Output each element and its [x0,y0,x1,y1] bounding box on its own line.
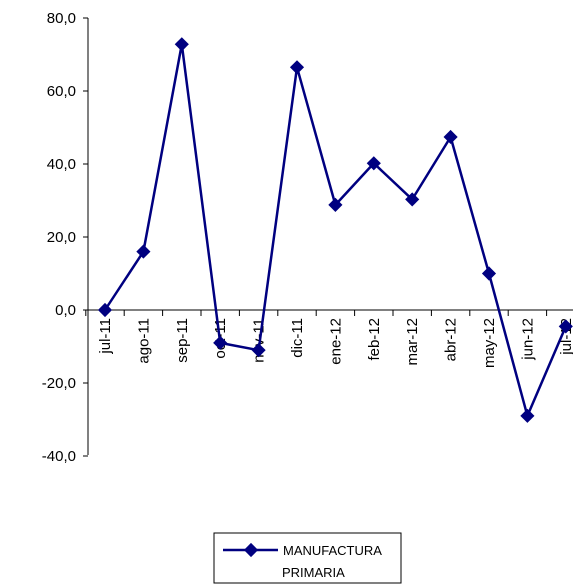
x-tick-label: mar-12 [404,318,421,366]
data-point [251,343,266,358]
data-point [97,302,113,318]
data-point [328,197,343,212]
legend-marker [243,542,259,558]
x-tick-label: may-12 [481,318,498,368]
y-tick-label: 60,0 [47,83,76,100]
x-tick-label: sep-11 [174,318,191,363]
y-tick-label: -40,0 [42,448,76,465]
y-axis: 80,0 60,0 40,0 20,0 0,0 -20,0 -40,0 [42,10,89,465]
data-point [405,192,420,207]
legend-box [213,532,402,584]
data-point [558,319,573,334]
x-tick-label: ene-12 [327,318,344,365]
data-point [174,37,189,52]
y-tick-label: 0,0 [55,302,76,319]
y-tick-label: 80,0 [47,10,76,27]
data-point [443,129,458,145]
x-tick-label: jun-12 [519,318,536,361]
y-tick-label: 20,0 [47,229,76,246]
y-tick-label: -20,0 [42,375,76,392]
legend-label-line1: MANUFACTURA [283,543,382,558]
data-point [520,408,535,423]
series-manufactura-primaria [97,37,573,423]
legend: MANUFACTURA PRIMARIA [213,532,402,584]
x-tick-label: dic-11 [289,318,306,358]
legend-label-line2: PRIMARIA [282,565,345,580]
data-point [366,156,381,171]
x-tick-label: feb-12 [366,318,383,361]
x-tick-label: jul-11 [97,318,114,355]
x-tick-label: ago-11 [135,318,152,364]
x-tick-label: abr-12 [443,318,460,361]
y-tick-label: 40,0 [47,156,76,173]
data-point [289,60,305,75]
data-point [213,335,228,350]
data-point [136,244,151,259]
data-point [481,266,497,281]
